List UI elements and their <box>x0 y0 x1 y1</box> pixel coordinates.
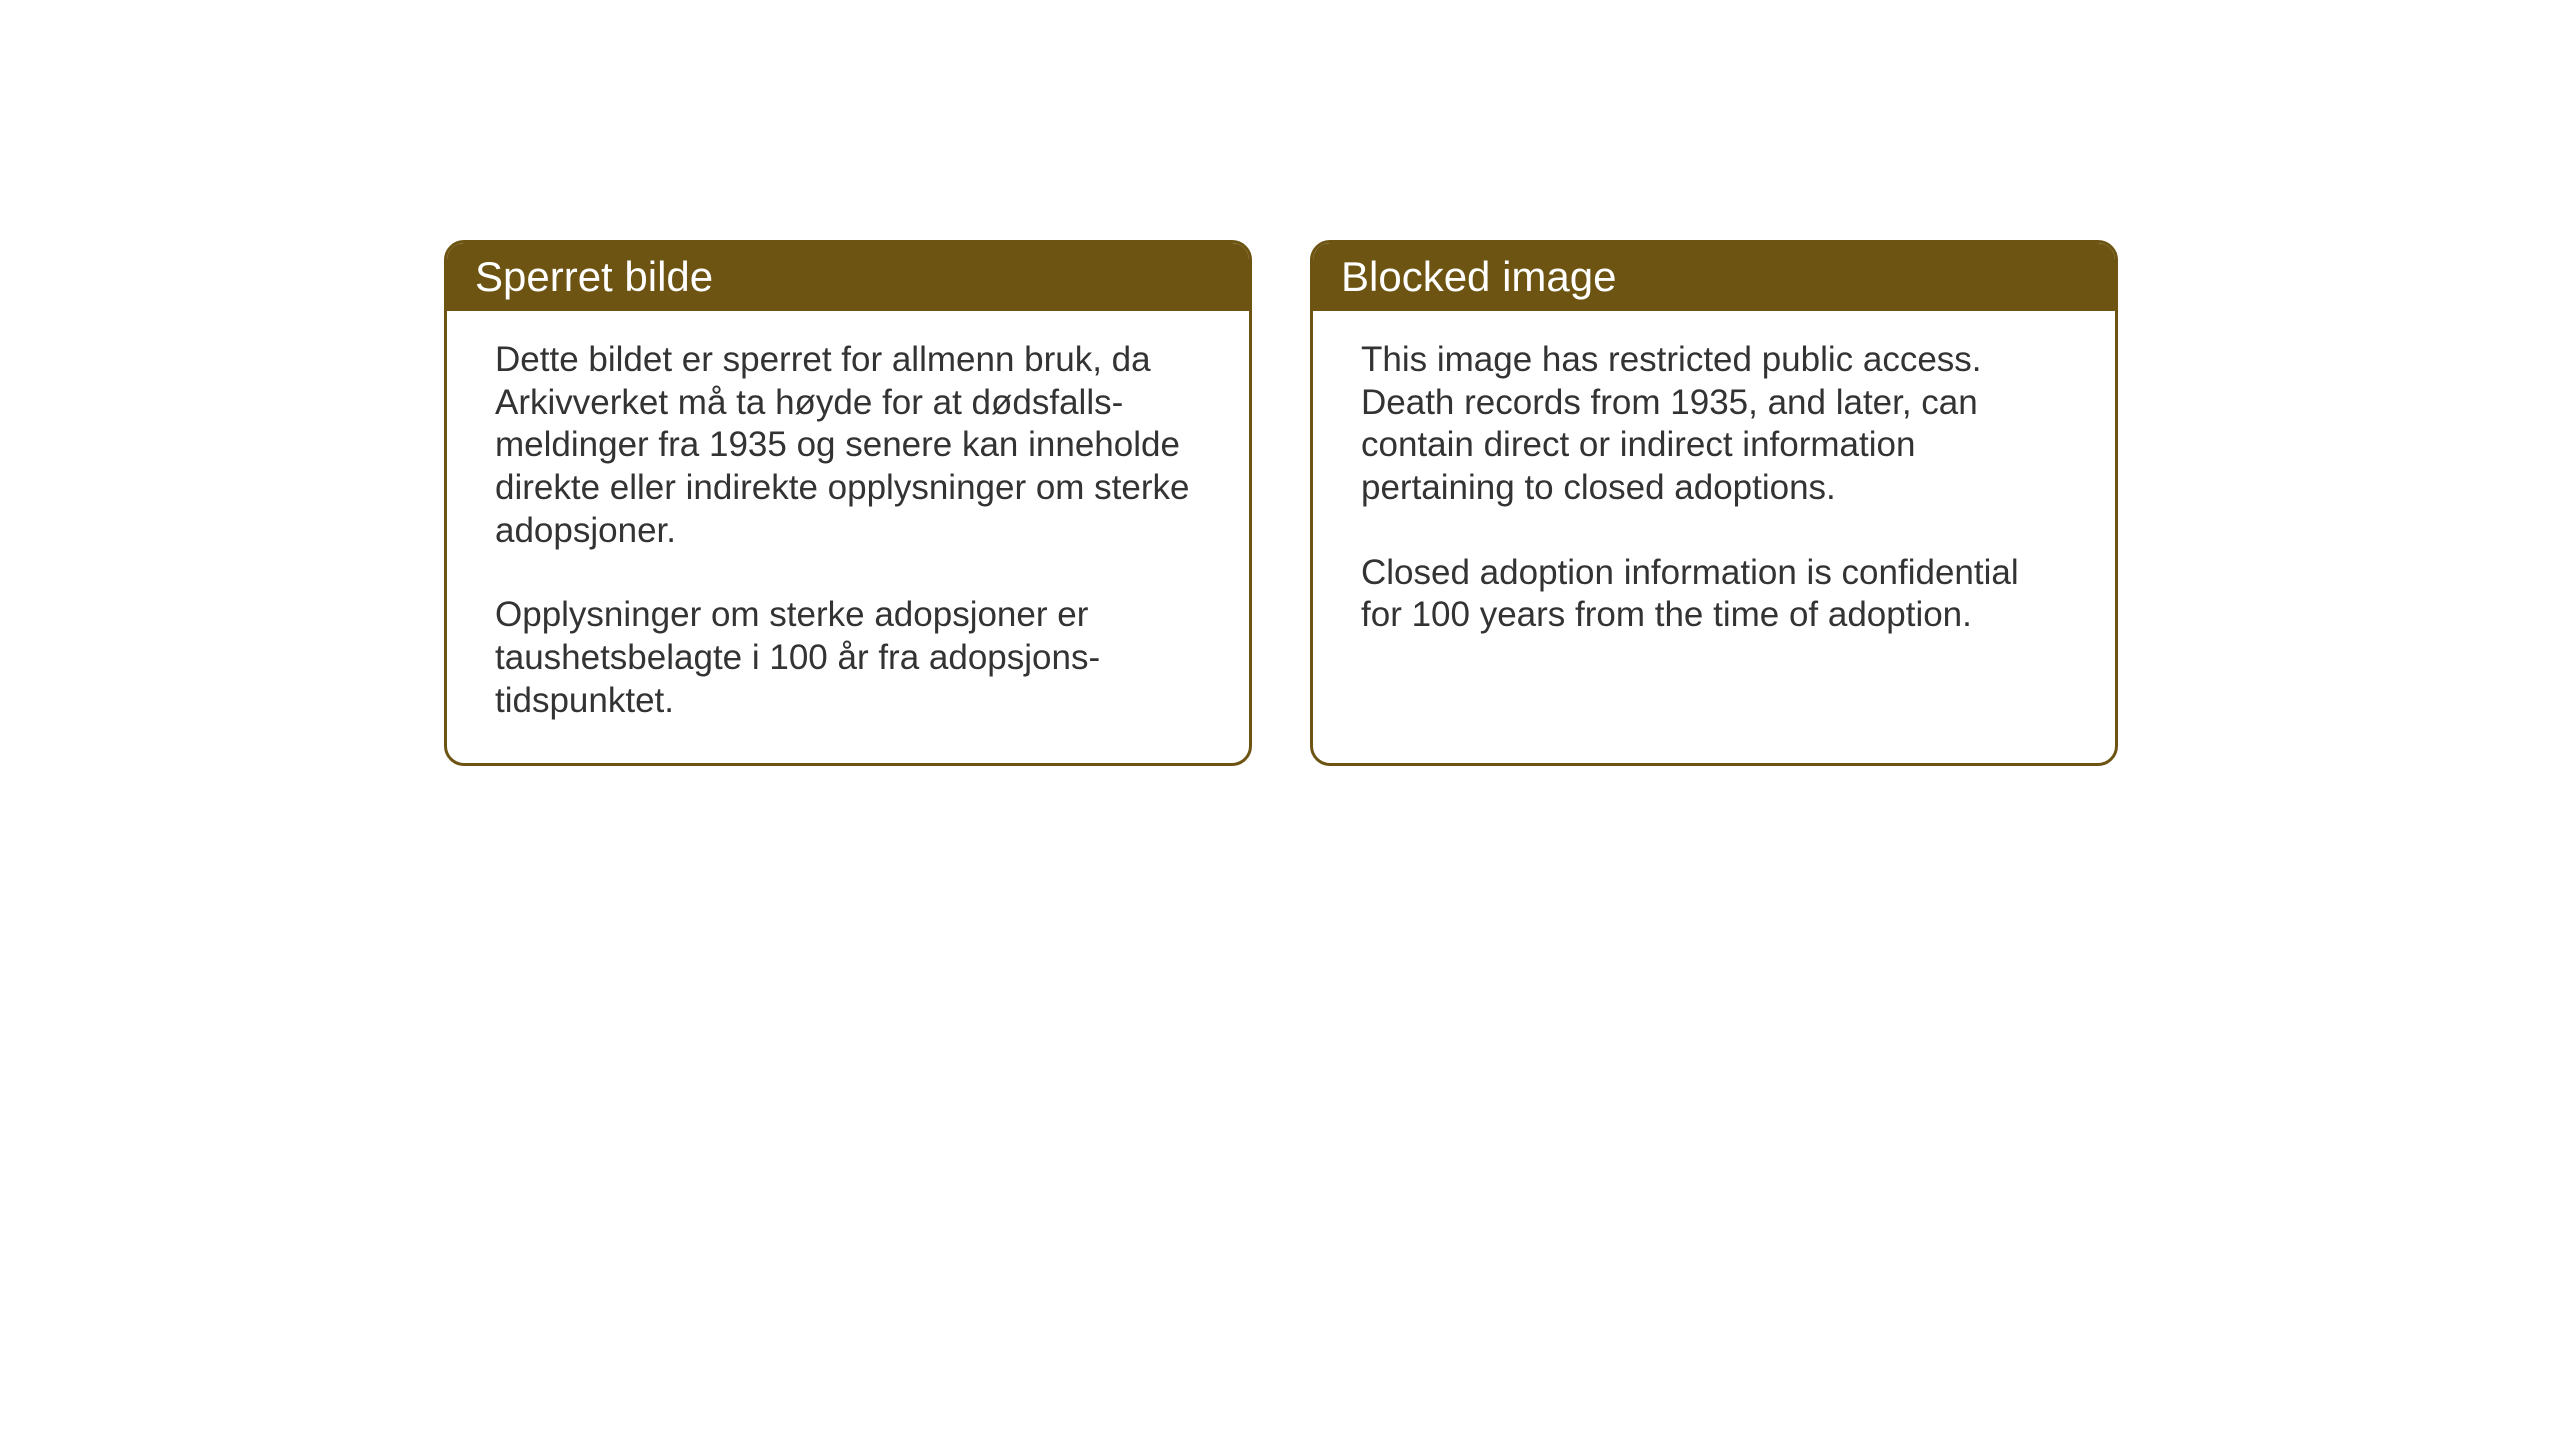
card-header-english: Blocked image <box>1313 243 2115 311</box>
card-header-norwegian: Sperret bilde <box>447 243 1249 311</box>
card-paragraph-1-english: This image has restricted public access.… <box>1361 339 2067 510</box>
card-body-english: This image has restricted public access.… <box>1313 311 2115 677</box>
card-title-norwegian: Sperret bilde <box>475 253 713 300</box>
notice-card-norwegian: Sperret bilde Dette bildet er sperret fo… <box>444 240 1252 766</box>
notice-card-english: Blocked image This image has restricted … <box>1310 240 2118 766</box>
card-title-english: Blocked image <box>1341 253 1616 300</box>
card-paragraph-2-norwegian: Opplysninger om sterke adopsjoner er tau… <box>495 594 1201 722</box>
notice-container: Sperret bilde Dette bildet er sperret fo… <box>444 240 2118 766</box>
card-body-norwegian: Dette bildet er sperret for allmenn bruk… <box>447 311 1249 763</box>
card-paragraph-2-english: Closed adoption information is confident… <box>1361 552 2067 637</box>
card-paragraph-1-norwegian: Dette bildet er sperret for allmenn bruk… <box>495 339 1201 552</box>
